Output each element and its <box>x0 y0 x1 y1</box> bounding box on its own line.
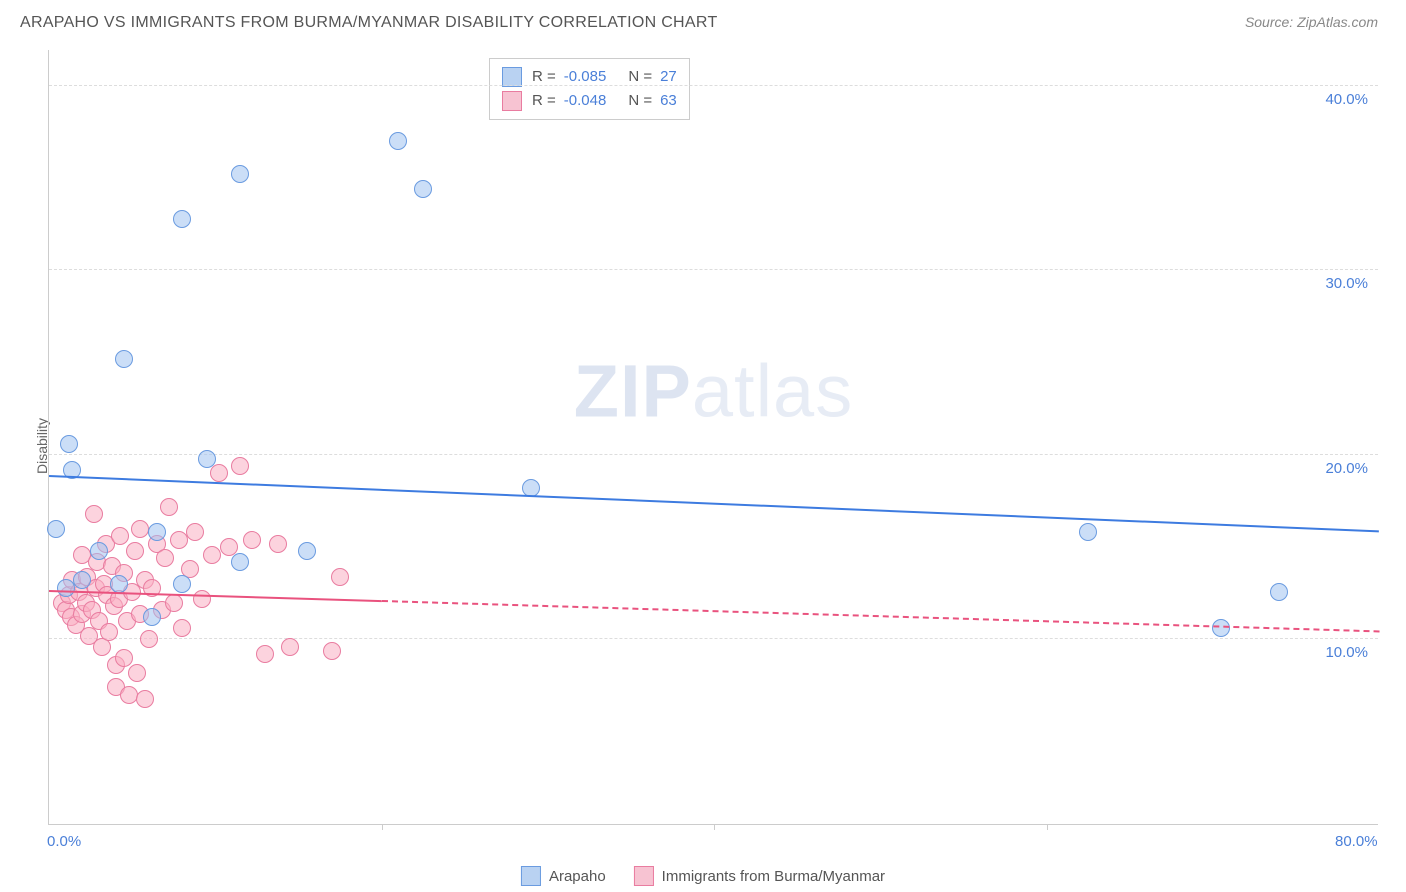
data-point-burma <box>170 531 188 549</box>
legend-item-burma: Immigrants from Burma/Myanmar <box>634 866 885 886</box>
watermark-bold: ZIP <box>574 349 692 432</box>
data-point-arapaho <box>1079 523 1097 541</box>
data-point-burma <box>111 527 129 545</box>
stats-legend-box: R = -0.085 N = 27 R = -0.048 N = 63 <box>489 58 690 120</box>
data-point-burma <box>160 498 178 516</box>
data-point-arapaho <box>110 575 128 593</box>
y-tick-label: 40.0% <box>1325 91 1368 108</box>
trend-line-burma-dashed <box>381 600 1379 632</box>
data-point-burma <box>128 664 146 682</box>
data-point-burma <box>140 630 158 648</box>
x-tick-label: 0.0% <box>47 833 81 850</box>
r-label: R = <box>532 89 556 113</box>
data-point-arapaho <box>389 132 407 150</box>
data-point-arapaho <box>90 542 108 560</box>
data-point-burma <box>115 649 133 667</box>
legend-label-arapaho: Arapaho <box>549 868 606 885</box>
chart-source: Source: ZipAtlas.com <box>1245 14 1378 30</box>
data-point-arapaho <box>60 435 78 453</box>
legend-label-burma: Immigrants from Burma/Myanmar <box>662 868 885 885</box>
swatch-burma-icon <box>634 866 654 886</box>
data-point-arapaho <box>173 575 191 593</box>
data-point-arapaho <box>298 542 316 560</box>
data-point-arapaho <box>231 553 249 571</box>
data-point-burma <box>100 623 118 641</box>
data-point-burma <box>203 546 221 564</box>
data-point-burma <box>165 594 183 612</box>
series-legend: Arapaho Immigrants from Burma/Myanmar <box>521 866 885 886</box>
data-point-burma <box>243 531 261 549</box>
data-point-burma <box>269 535 287 553</box>
swatch-burma-icon <box>502 91 522 111</box>
data-point-arapaho <box>73 571 91 589</box>
data-point-burma <box>210 464 228 482</box>
x-tick-mark <box>1047 824 1048 830</box>
data-point-arapaho <box>57 579 75 597</box>
data-point-burma <box>281 638 299 656</box>
swatch-arapaho-icon <box>521 866 541 886</box>
data-point-arapaho <box>414 180 432 198</box>
chart-title: ARAPAHO VS IMMIGRANTS FROM BURMA/MYANMAR… <box>20 14 718 32</box>
data-point-arapaho <box>143 608 161 626</box>
r-value-burma: -0.048 <box>564 89 607 113</box>
data-point-arapaho <box>1270 583 1288 601</box>
gridline <box>49 85 1378 86</box>
gridline <box>49 269 1378 270</box>
y-tick-label: 10.0% <box>1325 644 1368 661</box>
data-point-arapaho <box>47 520 65 538</box>
data-point-arapaho <box>198 450 216 468</box>
data-point-arapaho <box>173 210 191 228</box>
legend-item-arapaho: Arapaho <box>521 866 606 886</box>
data-point-arapaho <box>148 523 166 541</box>
data-point-burma <box>186 523 204 541</box>
data-point-burma <box>120 686 138 704</box>
gridline <box>49 454 1378 455</box>
data-point-burma <box>156 549 174 567</box>
trend-line-arapaho <box>49 475 1379 532</box>
data-point-burma <box>131 520 149 538</box>
y-tick-label: 20.0% <box>1325 460 1368 477</box>
data-point-burma <box>256 645 274 663</box>
data-point-arapaho <box>1212 619 1230 637</box>
n-label: N = <box>628 89 652 113</box>
data-point-burma <box>323 642 341 660</box>
n-value-burma: 63 <box>660 89 677 113</box>
x-tick-mark <box>714 824 715 830</box>
data-point-burma <box>126 542 144 560</box>
data-point-arapaho <box>231 165 249 183</box>
data-point-burma <box>231 457 249 475</box>
chart-plot-area: ZIPatlas R = -0.085 N = 27 R = -0.048 N … <box>48 50 1378 825</box>
data-point-arapaho <box>115 350 133 368</box>
chart-header: ARAPAHO VS IMMIGRANTS FROM BURMA/MYANMAR… <box>0 0 1406 38</box>
stats-row-burma: R = -0.048 N = 63 <box>502 89 677 113</box>
data-point-burma <box>193 590 211 608</box>
y-tick-label: 30.0% <box>1325 275 1368 292</box>
gridline <box>49 638 1378 639</box>
watermark-light: atlas <box>692 349 853 432</box>
x-tick-label: 80.0% <box>1335 833 1378 850</box>
x-tick-mark <box>382 824 383 830</box>
data-point-burma <box>136 690 154 708</box>
data-point-burma <box>85 505 103 523</box>
data-point-burma <box>331 568 349 586</box>
watermark: ZIPatlas <box>574 348 853 433</box>
data-point-burma <box>173 619 191 637</box>
